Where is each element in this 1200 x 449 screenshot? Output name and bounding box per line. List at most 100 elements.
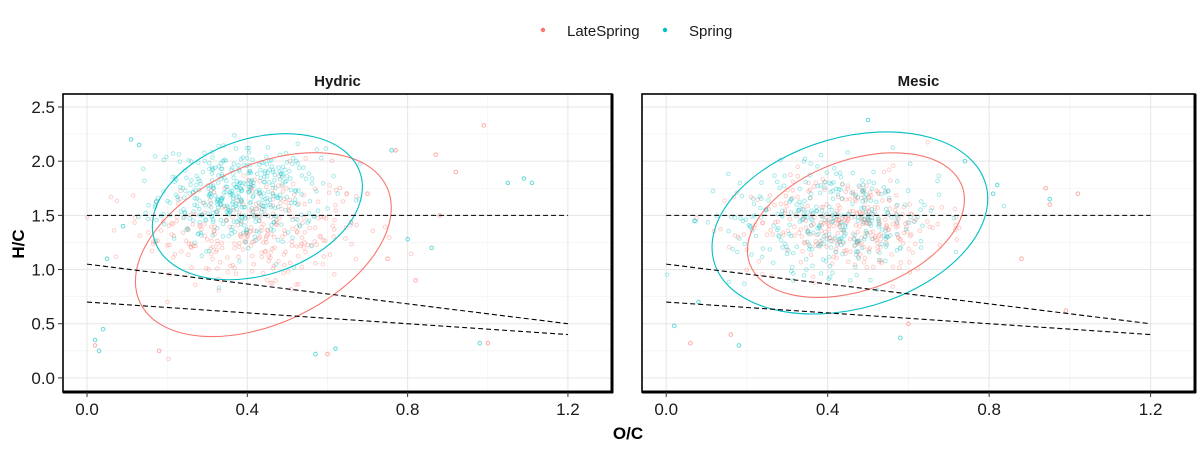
point-latespring <box>865 208 871 214</box>
point-spring <box>809 208 815 214</box>
point-latespring <box>930 225 935 231</box>
point-spring <box>806 231 811 237</box>
point-latespring <box>865 217 871 223</box>
point-spring <box>152 154 158 159</box>
point-spring <box>257 187 262 193</box>
point-latespring <box>293 216 298 222</box>
point-latespring <box>287 260 293 266</box>
point-spring <box>247 188 253 193</box>
point-latespring <box>224 255 230 260</box>
point-spring <box>803 256 809 262</box>
point-spring <box>290 161 295 167</box>
point-latespring <box>874 188 879 194</box>
point-latespring <box>232 245 237 251</box>
point-spring <box>831 214 837 220</box>
point-latespring <box>829 261 835 266</box>
point-spring <box>884 206 889 212</box>
point-latespring <box>250 239 255 245</box>
point-latespring <box>256 191 262 197</box>
point-spring <box>894 179 900 184</box>
point-latespring <box>323 216 329 221</box>
point-latespring <box>854 211 860 217</box>
point-spring <box>293 189 299 194</box>
point-latespring <box>204 237 210 242</box>
point-spring <box>906 220 912 226</box>
point-spring <box>227 189 233 195</box>
point-latespring <box>876 220 882 225</box>
point-spring <box>841 227 847 233</box>
point-latespring <box>130 193 136 198</box>
point-latespring <box>792 233 797 238</box>
point-spring <box>262 196 268 202</box>
point-spring <box>814 208 819 214</box>
point-spring <box>177 159 183 164</box>
point-spring <box>794 244 800 249</box>
point-spring <box>836 237 842 242</box>
point-latespring <box>782 208 788 214</box>
point-spring <box>807 195 813 201</box>
point-spring <box>233 185 239 190</box>
point-spring <box>750 196 756 201</box>
point-spring <box>881 185 887 190</box>
point-spring <box>838 187 843 193</box>
point-latespring <box>861 221 866 227</box>
point-latespring <box>858 252 863 257</box>
point-latespring <box>249 184 254 189</box>
x-tick-label: 1.2 <box>1139 400 1163 419</box>
point-spring <box>771 223 776 229</box>
point-spring <box>818 152 824 158</box>
point-latespring <box>872 235 878 240</box>
point-spring <box>263 203 269 209</box>
point-latespring <box>900 240 906 246</box>
point-latespring <box>236 244 242 249</box>
point-latespring <box>878 231 883 237</box>
point-latespring <box>235 222 241 228</box>
point-latespring <box>343 236 348 241</box>
point-latespring <box>867 217 872 223</box>
point-spring <box>306 218 312 223</box>
point-latespring <box>843 247 849 253</box>
point-latespring <box>270 265 276 271</box>
point-spring <box>905 188 911 194</box>
point-spring <box>232 133 237 138</box>
point-spring <box>777 185 783 191</box>
point-latespring <box>264 232 270 237</box>
point-spring <box>249 178 255 183</box>
point-latespring <box>904 229 910 235</box>
point-latespring <box>796 230 802 236</box>
point-latespring <box>179 249 184 254</box>
point-spring <box>212 193 218 198</box>
point-latespring <box>286 203 292 209</box>
point-latespring <box>890 221 895 227</box>
point-spring <box>234 201 239 207</box>
point-latespring <box>893 218 899 224</box>
point-spring <box>743 217 749 222</box>
point-latespring <box>316 215 321 221</box>
point-latespring <box>811 221 817 227</box>
point-spring <box>249 182 254 188</box>
point-spring <box>785 247 791 253</box>
point-spring <box>331 173 336 179</box>
point-latespring <box>385 256 390 262</box>
point-latespring <box>952 227 958 232</box>
point-spring <box>199 212 205 218</box>
point-spring <box>810 217 815 223</box>
point-latespring <box>728 332 734 337</box>
point-spring <box>779 208 785 214</box>
point-latespring <box>155 238 161 243</box>
point-spring <box>224 184 230 190</box>
point-spring <box>170 174 176 180</box>
point-spring <box>827 204 832 210</box>
point-latespring <box>820 237 825 242</box>
point-spring <box>990 191 996 196</box>
point-spring <box>726 279 732 285</box>
point-spring <box>254 171 260 177</box>
point-spring <box>161 221 167 227</box>
point-spring <box>837 170 843 176</box>
point-spring <box>203 217 209 223</box>
point-spring <box>198 181 204 187</box>
point-latespring <box>883 217 888 222</box>
point-latespring <box>353 256 359 262</box>
point-spring <box>894 231 900 237</box>
